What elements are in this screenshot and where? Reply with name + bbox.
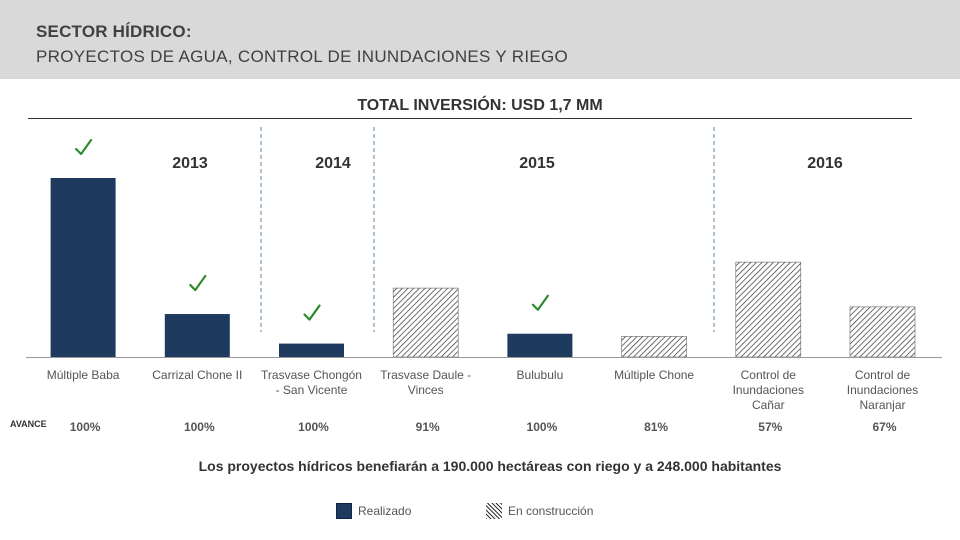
bar	[164, 314, 230, 357]
bar	[849, 306, 916, 358]
check-icon	[531, 294, 549, 311]
legend-construction-label: En construcción	[508, 504, 594, 518]
category-label: Control de Inundaciones Naranjar	[847, 368, 918, 412]
footer-note: Los proyectos hídricos benefiarán a 190.…	[198, 458, 782, 474]
bar	[50, 178, 116, 357]
check-icon	[189, 274, 207, 292]
avance-value: 100%	[184, 420, 215, 434]
bar	[621, 336, 687, 358]
avance-value: 100%	[298, 420, 329, 434]
legend-done-label: Realizado	[358, 504, 412, 518]
avance-value: 57%	[758, 420, 782, 434]
avance-value: 81%	[644, 420, 668, 434]
category-label: Múltiple Baba	[47, 368, 120, 382]
page-title: SECTOR HÍDRICO:	[36, 22, 192, 41]
avance-value: 91%	[416, 420, 440, 434]
category-label: Bulubulu	[517, 368, 564, 382]
category-label: Trasvase Daule -Vinces	[380, 368, 471, 397]
year-label: 2013	[172, 155, 208, 172]
avance-value: 67%	[872, 420, 896, 434]
legend-construction-swatch	[486, 503, 502, 519]
avance-value: 100%	[70, 420, 101, 434]
page-subtitle: PROYECTOS DE AGUA, CONTROL DE INUNDACION…	[36, 47, 569, 66]
category-label: Carrizal Chone II	[152, 368, 242, 382]
check-icon	[303, 304, 321, 321]
check-icon	[75, 138, 93, 156]
legend-done: Realizado	[336, 503, 411, 519]
bar	[279, 343, 344, 357]
bar	[507, 333, 573, 357]
category-label: Múltiple Chone	[614, 368, 694, 382]
year-label: 2015	[519, 155, 555, 172]
bar	[735, 261, 802, 358]
total-investment-label: TOTAL INVERSIÓN: USD 1,7 MM	[357, 97, 603, 114]
year-label: 2016	[807, 155, 843, 172]
bar	[392, 287, 459, 358]
category-label: Trasvase Chongón - San Vicente	[261, 368, 362, 397]
header-band: SECTOR HÍDRICO: PROYECTOS DE AGUA, CONTR…	[0, 0, 960, 79]
year-label: 2014	[315, 155, 351, 172]
avance-value: 100%	[527, 420, 558, 434]
category-label: Control de Inundaciones Cañar	[733, 368, 804, 412]
title-underline	[28, 118, 912, 119]
avance-label: AVANCE	[10, 419, 47, 429]
legend-construction: En construcción	[486, 503, 593, 519]
legend-done-swatch	[336, 503, 352, 519]
